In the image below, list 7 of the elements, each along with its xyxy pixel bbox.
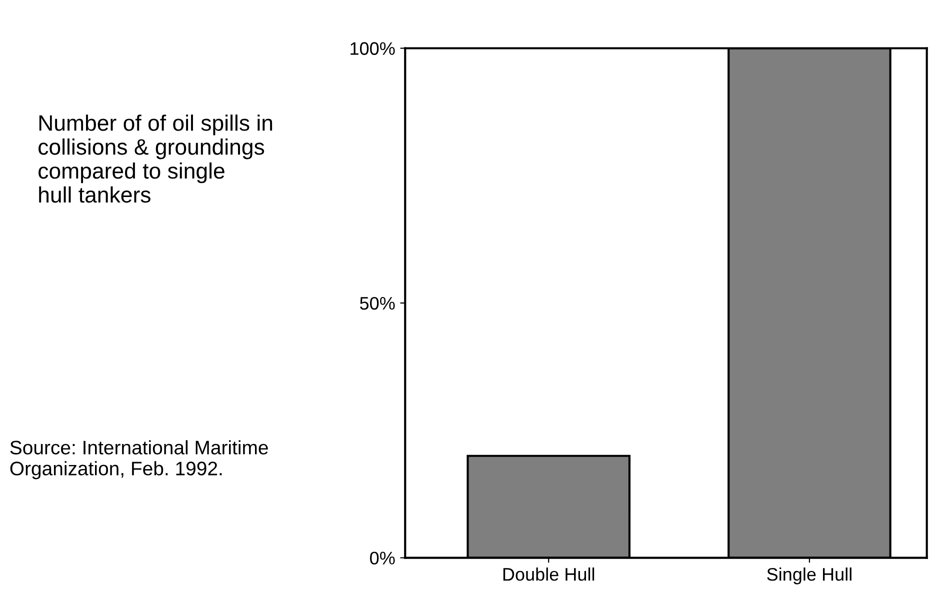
y-tick-label: 0% — [370, 552, 395, 564]
x-tick-label: Single Hull — [767, 567, 852, 584]
y-tick-label: 50% — [360, 296, 395, 310]
x-tick-label: Double Hull — [503, 567, 594, 581]
y-tick-label: 100% — [350, 42, 395, 55]
text: Number of of oil spills in collisions & groundings compared to single hull tankers — [38, 114, 272, 203]
source-note: Source: International Maritime Organization, Feb. 1992. — [10, 440, 268, 480]
